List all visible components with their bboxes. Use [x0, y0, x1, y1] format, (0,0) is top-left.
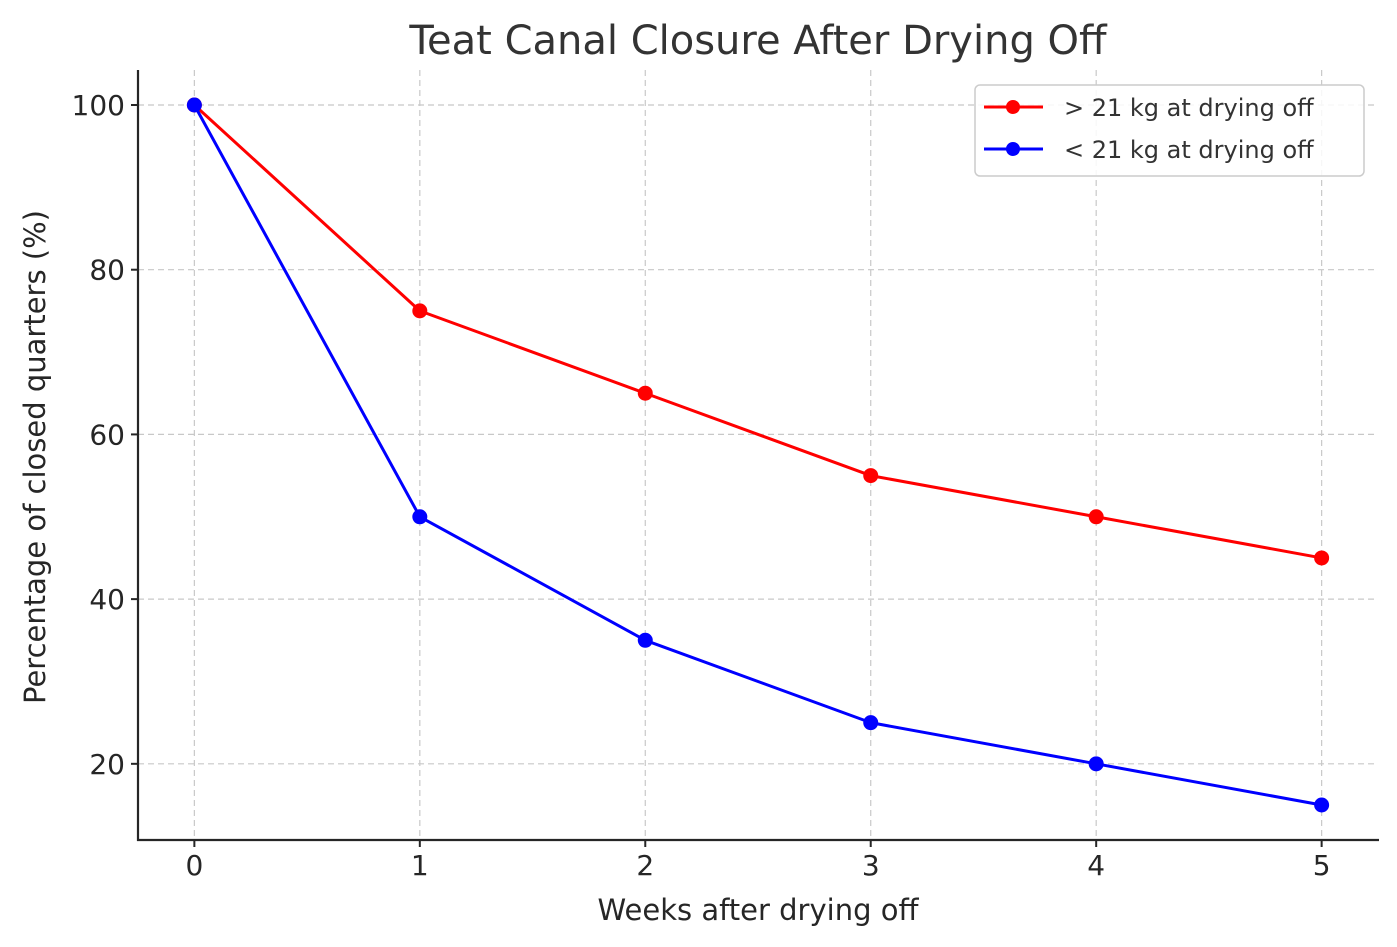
- legend-point-marker: [1006, 100, 1020, 114]
- legend-frame: [974, 84, 1365, 177]
- x-tick-label: 5: [1313, 849, 1331, 882]
- data-point: [637, 632, 653, 648]
- data-point: [412, 509, 428, 525]
- legend-entry-series-0: > 21 kg at drying off: [984, 94, 1314, 122]
- x-axis-label: Weeks after drying off: [598, 893, 920, 927]
- grid-layer: [138, 70, 1378, 840]
- series-line: [193, 104, 1322, 807]
- x-tick-label: 0: [185, 849, 203, 882]
- axes-layer: [136, 70, 1379, 842]
- x-tick-label: 1: [411, 849, 429, 882]
- x-tick-label: 3: [862, 849, 880, 882]
- legend-entry-series-1: < 21 kg at drying off: [984, 136, 1314, 164]
- legend-label: < 21 kg at drying off: [1064, 136, 1314, 164]
- legend: > 21 kg at drying off < 21 kg at drying …: [974, 84, 1365, 177]
- data-point: [1088, 756, 1104, 772]
- series-0: [186, 97, 1330, 566]
- y-tick-label: 40: [89, 583, 125, 616]
- tick-layer: 0 1 2 3 4 5 20 40 60 80 100: [72, 89, 1331, 882]
- data-point: [1088, 509, 1104, 525]
- data-point: [412, 303, 428, 319]
- y-axis-label: Percentage of closed quarters (%): [18, 210, 52, 704]
- x-tick-label: 4: [1087, 849, 1105, 882]
- series-layer: [186, 97, 1330, 813]
- y-tick-label: 100: [72, 89, 125, 122]
- legend-point-marker: [1006, 142, 1020, 156]
- y-tick-label: 80: [89, 254, 125, 287]
- y-tick-label: 20: [89, 748, 125, 781]
- data-point: [637, 385, 653, 401]
- chart-title: Teat Canal Closure After Drying Off: [408, 18, 1108, 64]
- data-point: [186, 97, 202, 113]
- data-point: [863, 468, 879, 484]
- series-line: [193, 103, 1322, 560]
- legend-label: > 21 kg at drying off: [1064, 94, 1314, 122]
- data-point: [1314, 550, 1330, 566]
- data-point: [863, 715, 879, 731]
- x-tick-label: 2: [636, 849, 654, 882]
- series-1: [186, 97, 1330, 813]
- y-tick-label: 60: [89, 418, 125, 451]
- data-point: [1314, 797, 1330, 813]
